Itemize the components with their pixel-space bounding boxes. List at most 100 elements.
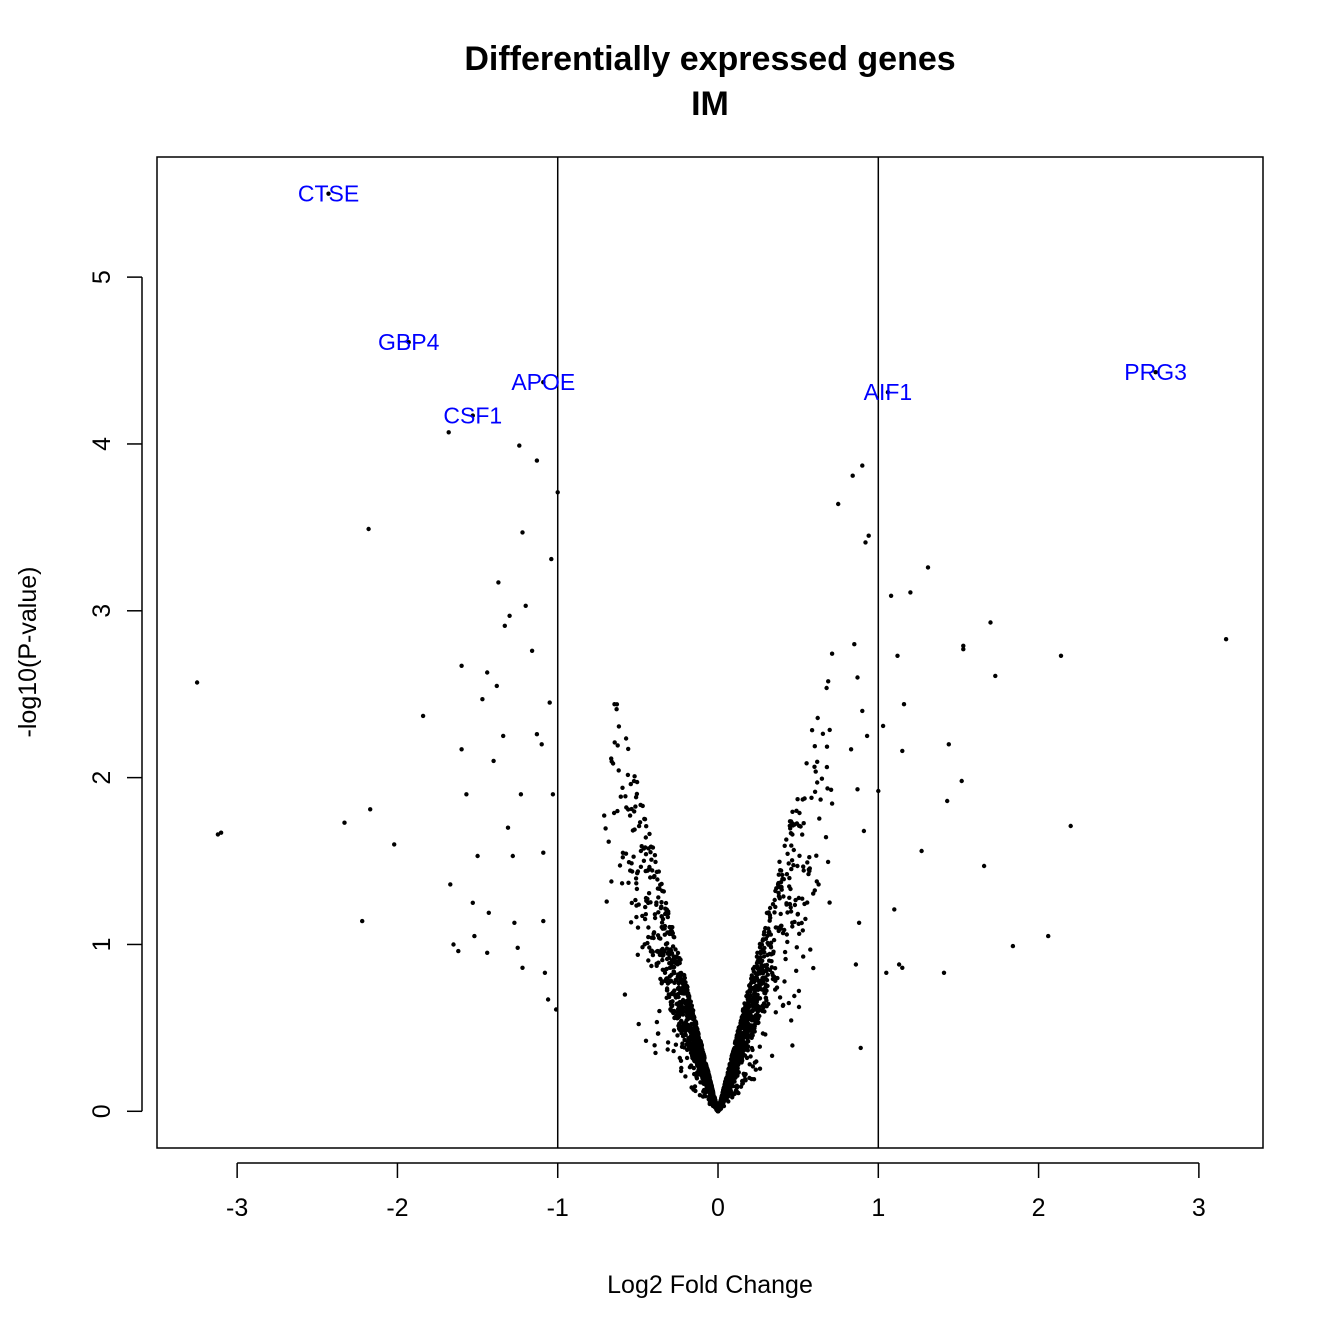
gene-point: [745, 1036, 750, 1041]
gene-point: [633, 804, 638, 809]
gene-point: [743, 1078, 748, 1083]
gene-point: [668, 1007, 673, 1012]
gene-point: [812, 888, 817, 893]
gene-label: CTSE: [298, 181, 359, 207]
gene-point: [941, 970, 947, 975]
gene-point: [788, 826, 793, 831]
gene-point: [715, 1107, 720, 1113]
gene-point: [743, 1072, 748, 1077]
gene-point: [789, 843, 794, 848]
gene-point: [811, 965, 816, 971]
gene-point: [671, 1008, 677, 1014]
gene-point: [782, 949, 788, 955]
gene-point: [736, 1052, 742, 1058]
gene-point: [649, 857, 654, 862]
gene-point: [946, 742, 951, 747]
gene-point: [773, 925, 778, 930]
gene-label: AIF1: [864, 379, 913, 405]
gene-point: [636, 1021, 641, 1027]
gene-point: [652, 873, 657, 879]
gene-point: [757, 1066, 763, 1071]
gene-point: [789, 1018, 794, 1023]
gene-point: [820, 731, 826, 736]
gene-point: [762, 949, 767, 955]
gene-point: [520, 530, 525, 535]
gene-point: [539, 742, 544, 747]
gene-point: [836, 501, 841, 507]
gene-point: [684, 1002, 689, 1008]
gene-point: [660, 957, 665, 963]
gene-point: [749, 1076, 754, 1082]
gene-point: [662, 932, 667, 937]
gene-point: [667, 961, 672, 966]
gene-point: [529, 648, 535, 653]
gene-point: [993, 673, 998, 679]
gene-point: [720, 1098, 725, 1103]
gene-point: [863, 540, 868, 545]
gene-point: [690, 1050, 695, 1056]
gene-point: [646, 934, 651, 940]
gene-point: [770, 951, 776, 956]
gene-point: [663, 978, 669, 984]
gene-point: [632, 827, 637, 832]
gene-point: [638, 848, 644, 854]
gene-point: [692, 1084, 698, 1089]
gene-point: [653, 1050, 658, 1056]
gene-point: [860, 463, 865, 468]
gene-point: [711, 1096, 716, 1101]
gene-point: [639, 844, 644, 849]
gene-point: [518, 792, 524, 797]
gene-point: [900, 965, 905, 970]
gene-point: [653, 859, 658, 865]
gene-label: GBP4: [378, 329, 440, 355]
gene-point: [649, 948, 654, 953]
gene-point: [795, 863, 800, 869]
gene-point: [790, 821, 795, 826]
gene-point: [647, 831, 652, 837]
gene-point: [638, 864, 644, 869]
y-tick-label: 0: [88, 1104, 116, 1118]
gene-point: [668, 951, 673, 957]
gene-point: [767, 929, 772, 934]
gene-point: [670, 999, 675, 1004]
gene-point: [681, 986, 687, 992]
gene-point: [795, 797, 800, 802]
gene-point: [850, 473, 855, 478]
gene-point: [646, 958, 651, 963]
gene-point: [631, 854, 636, 859]
gene-point: [753, 1067, 758, 1072]
gene-point: [688, 1029, 694, 1035]
gene-point: [643, 835, 648, 840]
points-layer: [194, 430, 1229, 1114]
gene-point: [505, 825, 511, 830]
gene-point: [755, 950, 760, 955]
gene-point: [772, 910, 777, 915]
gene-point: [652, 853, 658, 858]
gene-point: [658, 976, 663, 982]
gene-point: [485, 950, 490, 955]
gene-point: [648, 875, 653, 880]
gene-point: [650, 952, 656, 958]
gene-point: [623, 736, 629, 741]
gene-point: [750, 986, 755, 991]
gene-point: [660, 888, 665, 894]
labeled-gene-point: [406, 340, 411, 345]
gene-point: [650, 868, 655, 873]
gene-point: [684, 1055, 690, 1061]
gene-point: [620, 855, 625, 860]
gene-point: [671, 954, 676, 959]
gene-point: [644, 824, 649, 829]
gene-point: [802, 901, 807, 907]
gene-point: [750, 1029, 755, 1034]
gene-point: [743, 1012, 748, 1017]
gene-point: [740, 1008, 746, 1013]
x-tick-label: -2: [386, 1194, 408, 1222]
gene-point: [632, 774, 637, 779]
gene-point: [855, 787, 860, 792]
gene-point: [790, 924, 795, 929]
gene-point: [790, 920, 795, 925]
gene-point: [635, 952, 640, 957]
gene-point: [729, 1074, 735, 1079]
gene-point: [791, 863, 796, 868]
